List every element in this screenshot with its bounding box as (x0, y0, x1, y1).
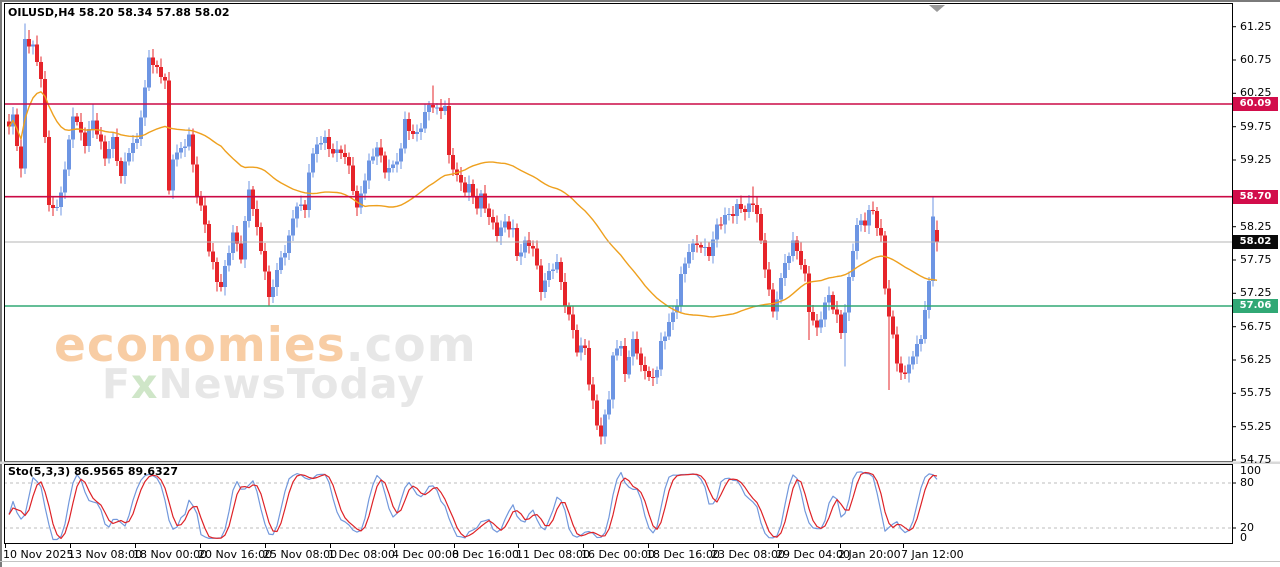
price-tick-label: 55.25 (1240, 420, 1272, 433)
price-tick-label: 54.75 (1240, 453, 1272, 466)
watermark-rest: NewsToday (158, 360, 426, 408)
oscillator-tick-label: 0 (1240, 531, 1247, 544)
time-tick-label: 7 Jan 12:00 (901, 548, 964, 561)
watermark-f: F (102, 360, 132, 408)
oscillator-tick-label: 20 (1240, 521, 1254, 534)
time-tick-label: 23 Dec 08:00 (711, 548, 785, 561)
stochastic-indicator-label: Sto(5,3,3) 86.9565 89.6327 (8, 465, 178, 478)
price-tick-label: 59.75 (1240, 120, 1272, 133)
price-tick-label: 57.75 (1240, 253, 1272, 266)
time-tick-label: 16 Dec 00:00 (581, 548, 655, 561)
time-tick-label: 11 Dec 08:00 (516, 548, 590, 561)
time-tick-label: 1 Dec 08:00 (328, 548, 395, 561)
price-tick-label: 60.25 (1240, 86, 1272, 99)
price-tick-label: 59.25 (1240, 153, 1272, 166)
watermark-x: x (131, 360, 159, 408)
time-tick-label: 29 Dec 04:00 (776, 548, 850, 561)
price-tick-label: 56.25 (1240, 353, 1272, 366)
price-badge-resistance-1: 60.09 (1233, 97, 1278, 111)
time-tick-label: 20 Nov 16:00 (198, 548, 273, 561)
price-badge-resistance-2: 58.70 (1233, 190, 1278, 204)
time-tick-label: 4 Dec 00:00 (392, 548, 459, 561)
price-tick-label: 56.75 (1240, 320, 1272, 333)
price-tick-label: 57.25 (1240, 286, 1272, 299)
price-badge-current-price: 58.02 (1233, 235, 1278, 249)
time-tick-label: 18 Dec 16:00 (646, 548, 720, 561)
price-tick-label: 61.25 (1240, 20, 1272, 33)
oscillator-tick-label: 100 (1240, 464, 1261, 477)
watermark-brand: economies (54, 318, 346, 373)
price-tick-label: 58.25 (1240, 220, 1272, 233)
time-tick-label: 18 Nov 00:00 (133, 548, 208, 561)
time-tick-label: 8 Dec 16:00 (452, 548, 519, 561)
time-tick-label: 13 Nov 08:00 (68, 548, 143, 561)
watermark-fxnewstoday: FxNewsToday (102, 363, 425, 405)
chart-shift-marker (929, 5, 945, 12)
price-tick-label: 55.75 (1240, 386, 1272, 399)
time-tick-label: 2 Jan 20:00 (838, 548, 901, 561)
price-badge-support: 57.06 (1233, 299, 1278, 313)
oscillator-tick-label: 80 (1240, 476, 1254, 489)
watermark-economies-com: economies.com (54, 322, 477, 370)
time-tick-label: 10 Nov 2025 (3, 548, 74, 561)
price-tick-label: 60.75 (1240, 53, 1272, 66)
chart-title: OILUSD,H4 58.20 58.34 57.88 58.02 (8, 6, 230, 19)
time-tick-label: 25 Nov 08:00 (263, 548, 338, 561)
watermark-domain: .com (345, 318, 477, 373)
